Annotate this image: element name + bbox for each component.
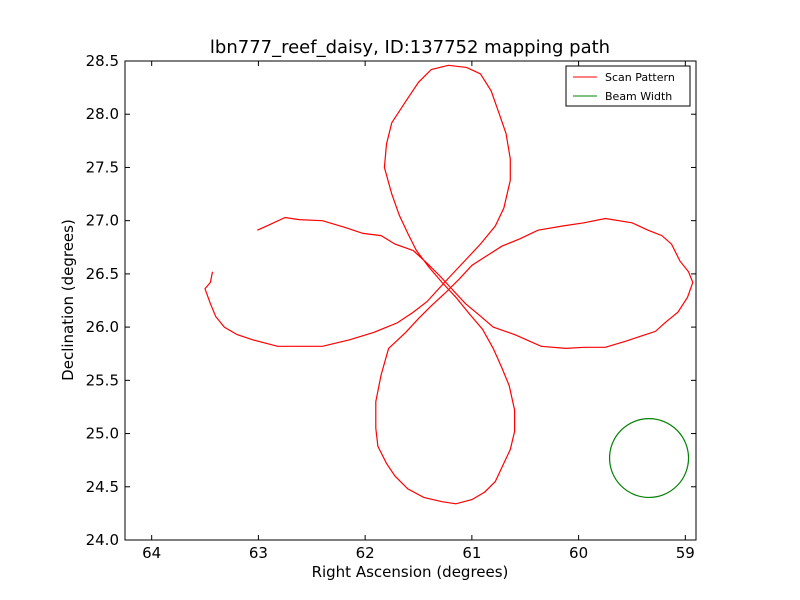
data-layer bbox=[204, 64, 694, 505]
x-axis-ticks: 64 63 62 61 60 59 bbox=[142, 61, 695, 562]
series-circle-beam-width bbox=[608, 418, 690, 499]
legend-label-scan-pattern: Scan Pattern bbox=[605, 71, 675, 84]
x-tick-label: 59 bbox=[676, 544, 695, 562]
x-tick-label: 61 bbox=[462, 544, 481, 562]
y-tick-label: 24.5 bbox=[86, 478, 119, 496]
y-tick-label: 28.5 bbox=[86, 52, 119, 70]
x-tick-label: 63 bbox=[249, 544, 268, 562]
legend-box bbox=[565, 65, 691, 107]
y-tick-label: 24.0 bbox=[86, 531, 119, 549]
y-axis-label: Declination (degrees) bbox=[59, 219, 77, 381]
y-axis-ticks: 24.0 24.5 25.0 25.5 26.0 26.5 27.0 27.5 28.0 28.5 bbox=[86, 52, 696, 549]
y-tick-label: 27.0 bbox=[86, 212, 119, 230]
x-axis-label: Right Ascension (degrees) bbox=[312, 563, 509, 581]
axes-frame bbox=[124, 60, 697, 541]
y-tick-label: 26.0 bbox=[86, 318, 119, 336]
series-line-scan-pattern bbox=[204, 64, 694, 505]
chart-title: lbn777_reef_daisy, ID:137752 mapping pat… bbox=[210, 37, 610, 58]
plot-area: 64 63 62 61 60 59 24.0 24.5 25.0 25.5 26.0 26.5 27.… bbox=[86, 52, 697, 562]
x-tick-label: 60 bbox=[569, 544, 588, 562]
legend-label-beam-width: Beam Width bbox=[605, 90, 672, 103]
y-tick-label: 26.5 bbox=[86, 265, 119, 283]
y-tick-label: 25.0 bbox=[86, 425, 119, 443]
x-tick-label: 62 bbox=[356, 544, 375, 562]
y-tick-label: 27.5 bbox=[86, 158, 119, 176]
y-tick-label: 25.5 bbox=[86, 371, 119, 389]
legend: Scan Pattern Beam Width bbox=[565, 65, 691, 107]
y-tick-label: 28.0 bbox=[86, 105, 119, 123]
x-tick-label: 64 bbox=[142, 544, 161, 562]
